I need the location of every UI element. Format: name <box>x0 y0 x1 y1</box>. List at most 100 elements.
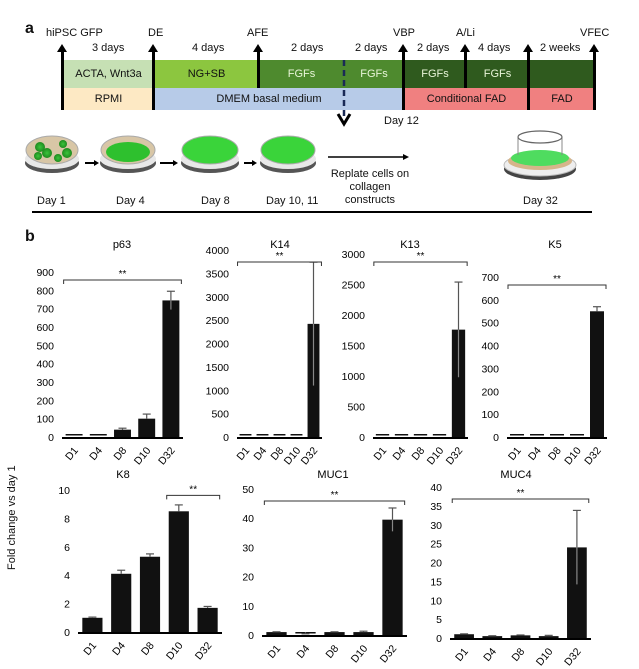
x-tick-label: D4 <box>110 640 128 658</box>
replate-note-line: collagen constructs <box>344 181 396 206</box>
bar-d4 <box>111 573 132 632</box>
chart-title: K14 <box>270 239 290 251</box>
x-tick-label: D4 <box>481 646 499 664</box>
bar-d1 <box>65 434 83 436</box>
arrow-up-icon <box>589 44 599 110</box>
replate-note-line: Replate cells on <box>330 168 410 180</box>
panel-a-letter: a <box>25 20 34 37</box>
bar-d4 <box>482 636 503 638</box>
y-tick-label: 600 <box>481 295 499 307</box>
y-tick-label: 2000 <box>206 339 230 351</box>
x-tick-label: D10 <box>425 445 447 468</box>
duration-label: 3 days <box>92 42 125 54</box>
medium-label: RPMI <box>94 93 123 105</box>
day12-label: Day 12 <box>384 115 419 127</box>
y-tick-label: 25 <box>430 539 442 551</box>
y-tick-label: 5 <box>436 614 442 626</box>
y-tick-label: 500 <box>347 402 365 414</box>
bar-d1 <box>454 634 474 638</box>
x-tick-label: D4 <box>251 445 269 463</box>
x-tick-label: D10 <box>534 646 556 669</box>
bar-d32 <box>590 311 604 437</box>
duration-label: 2 days <box>355 42 388 54</box>
bar-d1 <box>510 434 524 436</box>
duration-label: 2 days <box>291 42 324 54</box>
dish-day8 <box>181 135 239 173</box>
significance-label: ** <box>553 274 561 285</box>
x-tick-label: D8 <box>509 646 527 664</box>
dish-day4 <box>100 135 156 173</box>
duration-label: 4 days <box>192 42 225 54</box>
x-tick-label: D8 <box>323 643 341 661</box>
bar-d8 <box>273 434 286 436</box>
dish-day1 <box>25 135 79 173</box>
factor-block-fgfs-4: FGFs <box>466 60 529 88</box>
bar-d4 <box>394 434 409 436</box>
x-tick-label: D1 <box>63 445 81 463</box>
duration-label: 4 days <box>478 42 511 54</box>
panel-b-letter: b <box>25 228 35 245</box>
y-tick-label: 500 <box>481 318 499 330</box>
y-tick-label: 15 <box>430 576 442 588</box>
y-tick-label: 10 <box>430 595 442 607</box>
x-tick-label: D8 <box>139 640 157 658</box>
y-tick-label: 10 <box>242 601 254 613</box>
significance-label: ** <box>417 251 425 262</box>
significance-bracket <box>263 500 406 505</box>
factor-label: FGFs <box>421 68 449 80</box>
stage-label-vfec: VFEC <box>580 27 610 39</box>
dish-day32 <box>503 130 577 180</box>
y-tick-label: 300 <box>481 363 499 375</box>
x-tick-label: D10 <box>282 445 304 468</box>
factor-block-fgfs-3: FGFs <box>404 60 466 88</box>
y-tick-label: 2500 <box>206 315 230 327</box>
arrow-up-icon <box>398 44 408 110</box>
y-tick-label: 800 <box>36 285 54 297</box>
y-tick-label: 400 <box>481 341 499 353</box>
y-tick-label: 8 <box>64 513 70 525</box>
bar-d8 <box>510 635 531 638</box>
y-tick-label: 0 <box>359 432 365 444</box>
y-tick-label: 0 <box>64 627 70 639</box>
y-tick-label: 1000 <box>206 385 230 397</box>
factor-block-ng-sb: NG+SB <box>154 60 259 88</box>
y-tick-label: 300 <box>36 377 54 389</box>
bar-d10 <box>168 511 189 632</box>
x-tick-label: D1 <box>453 646 471 664</box>
significance-bracket <box>451 498 590 503</box>
y-tick-label: 4000 <box>206 245 230 257</box>
x-tick-label: D4 <box>87 445 105 463</box>
y-tick-label: 0 <box>493 432 499 444</box>
chart-title: K13 <box>400 239 420 251</box>
duration-label: 2 days <box>417 42 450 54</box>
factor-block-acta-wnt3a: ACTA, Wnt3a <box>63 60 154 88</box>
day12-dashed-arrow <box>336 60 352 127</box>
factor-label: FGFs <box>483 68 512 80</box>
y-tick-label: 2 <box>64 599 70 611</box>
y-tick-label: 0 <box>436 633 442 645</box>
chart-title: MUC4 <box>500 469 531 481</box>
y-tick-label: 2500 <box>342 280 366 292</box>
bar-d1 <box>266 632 287 635</box>
y-tick-label: 1000 <box>342 371 366 383</box>
significance-bracket <box>373 261 468 266</box>
y-tick-label: 10 <box>58 485 70 497</box>
significance-label: ** <box>517 488 525 499</box>
factor-block-fgfs-1: FGFs <box>259 60 344 88</box>
significance-label: ** <box>119 269 127 280</box>
y-tick-label: 900 <box>36 267 54 279</box>
bar-d8 <box>550 434 564 436</box>
arrow-up-icon <box>460 44 470 88</box>
arrow-up-icon <box>523 44 533 110</box>
y-tick-label: 200 <box>481 386 499 398</box>
bar-d8 <box>114 429 131 437</box>
y-tick-label: 30 <box>430 520 442 532</box>
dish-label-day10-11: Day 10, 11 <box>266 195 319 207</box>
arrow-up-icon <box>57 44 67 110</box>
chart-title: K5 <box>548 239 561 251</box>
x-tick-label: D32 <box>299 445 321 468</box>
stage-label-ali: A/Li <box>456 27 475 39</box>
arrow-up-icon <box>148 44 158 110</box>
factor-label: FGFs <box>287 68 316 80</box>
x-tick-label: D32 <box>156 445 178 468</box>
